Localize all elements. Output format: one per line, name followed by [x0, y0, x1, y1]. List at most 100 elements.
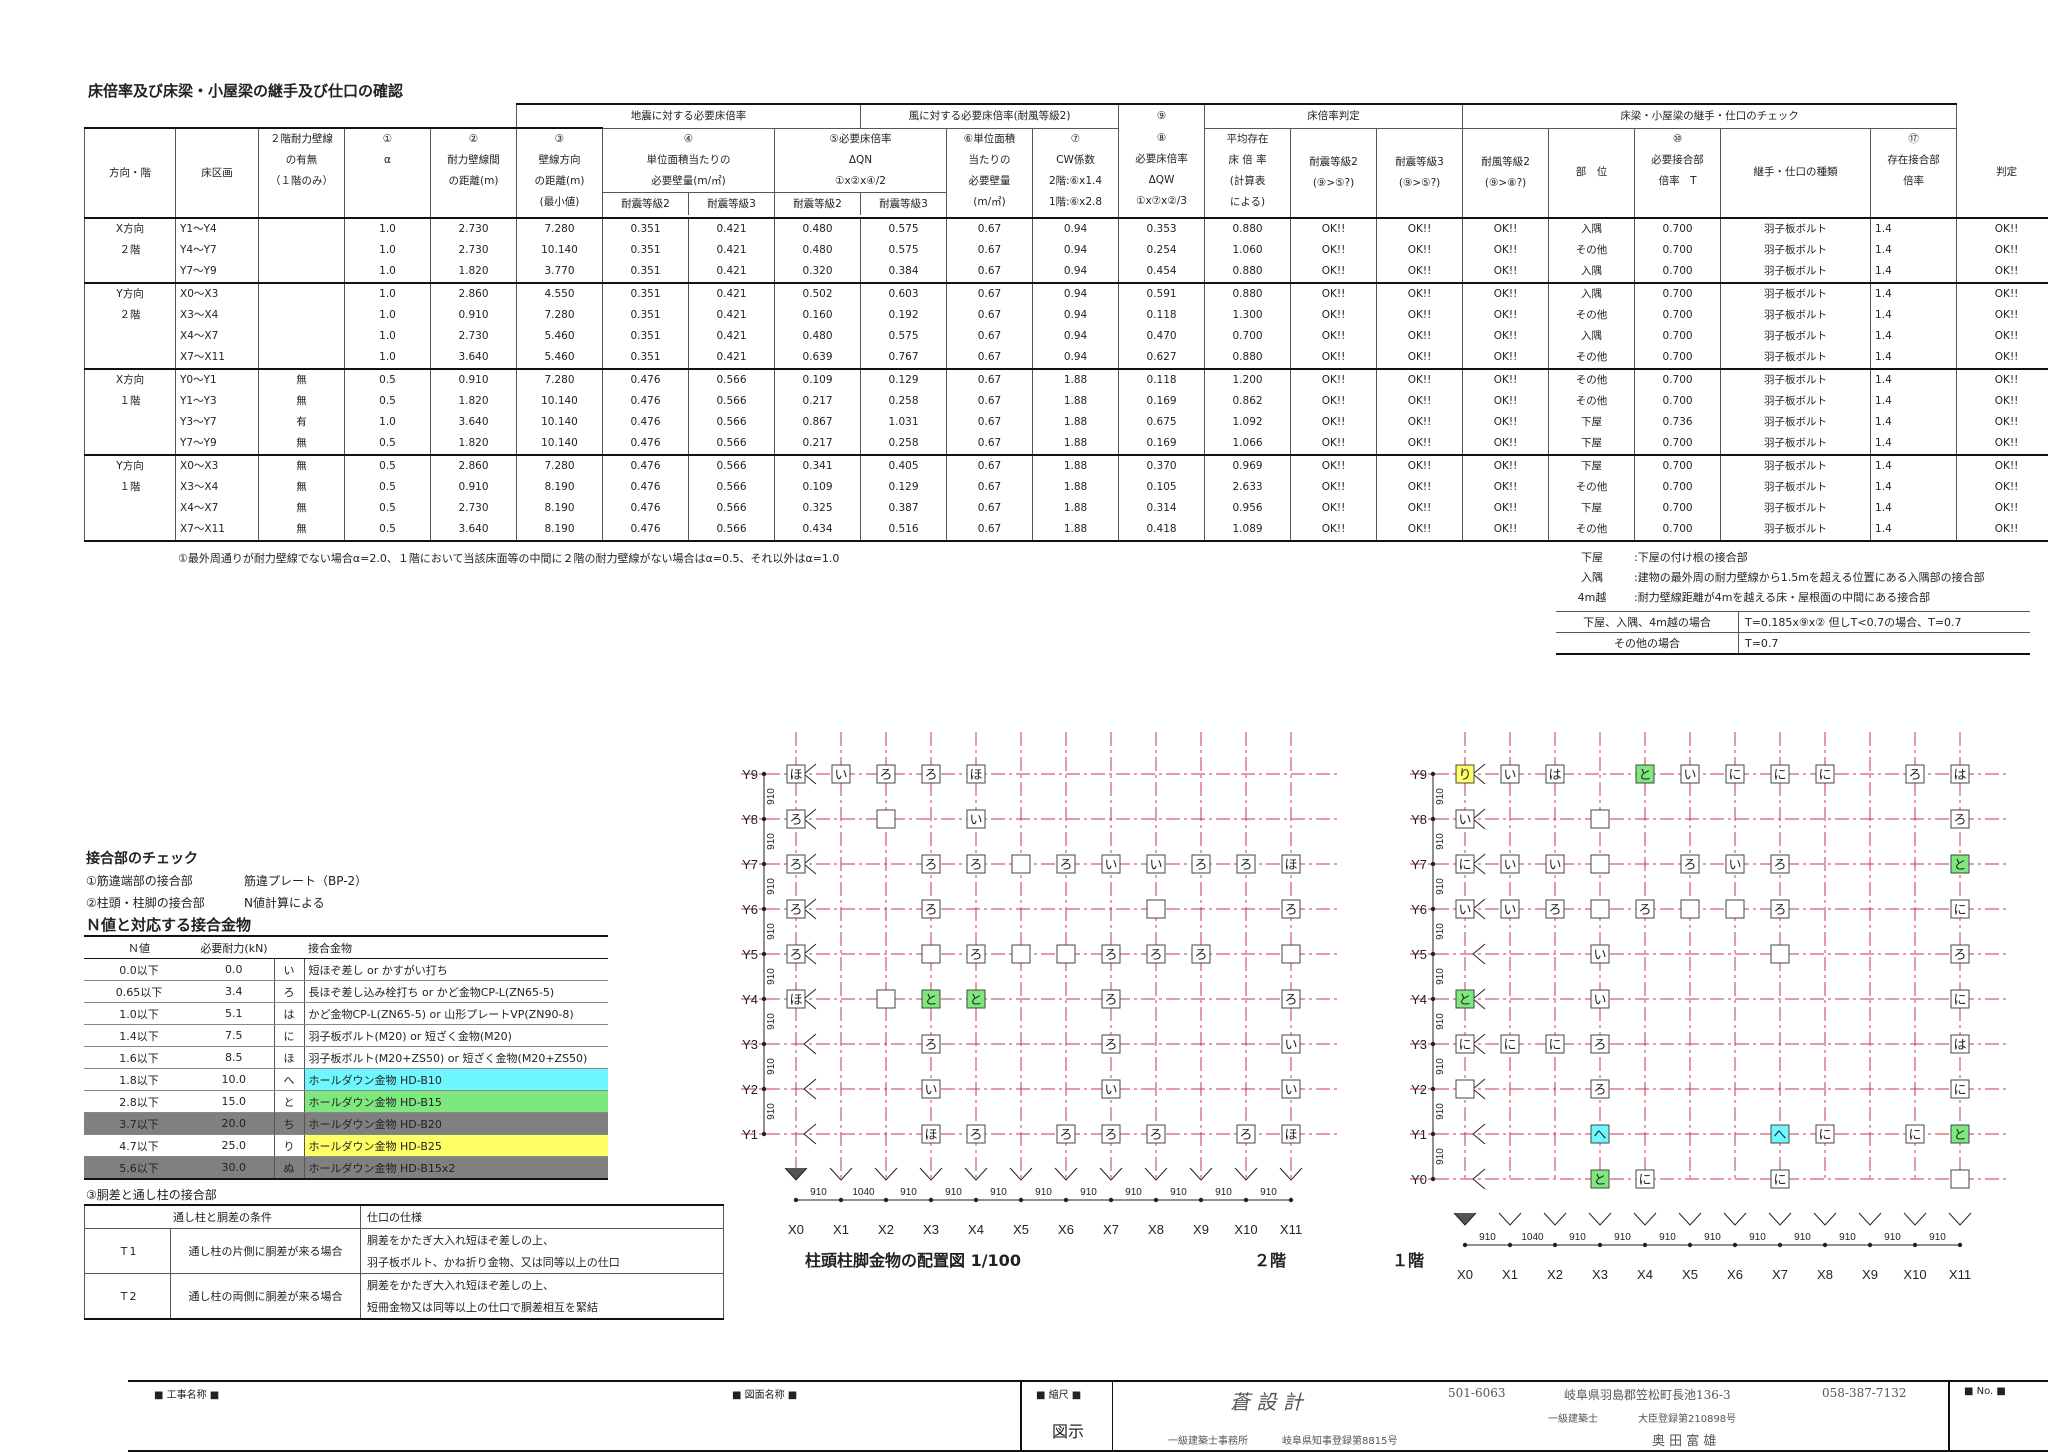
hardware-mark-label: い — [1149, 857, 1162, 872]
hardware-mark — [1591, 900, 1609, 918]
dim-dot — [1154, 1198, 1158, 1202]
dim-x: 910 — [1035, 1187, 1052, 1198]
hardware-mark-label: に — [1638, 1172, 1651, 1187]
hardware-mark-label: ろ — [1593, 1037, 1606, 1052]
hardware-mark-label: ろ — [924, 1037, 937, 1052]
hardware-mark-label: に — [1818, 1127, 1831, 1142]
dim-dot — [794, 1198, 798, 1202]
grid-label-y: Y2 — [742, 1082, 758, 1097]
grid-label-x: X7 — [1103, 1222, 1119, 1237]
hardware-mark-label: ろ — [1593, 1082, 1606, 1097]
dim-y: 910 — [1435, 1148, 1446, 1165]
hardware-mark — [1726, 900, 1744, 918]
grid-label-y: Y9 — [742, 767, 758, 782]
grid-label-x: X10 — [1234, 1222, 1257, 1237]
hardware-mark-label: ろ — [1104, 992, 1117, 1007]
grid-label-y: Y7 — [742, 857, 758, 872]
hardware-mark-label: い — [969, 812, 982, 827]
architect-name: 奥 田 富 雄 — [1652, 1430, 1716, 1449]
hardware-mark-label: に — [1818, 767, 1831, 782]
dim-x: 910 — [1125, 1187, 1142, 1198]
dim-y: 910 — [1435, 1103, 1446, 1120]
hardware-mark-label: ろ — [789, 812, 802, 827]
hardware-mark-label: い — [924, 1082, 937, 1097]
floor1-plan: Y9Y8Y7Y6Y5Y4Y3Y2Y1Y091091091091091091091… — [1410, 732, 2010, 1282]
hardware-mark-label: ろ — [1059, 1127, 1072, 1142]
hardware-mark — [877, 990, 895, 1008]
hardware-mark-label: は — [1953, 767, 1966, 782]
hardware-mark-label: い — [1503, 767, 1516, 782]
dim-dot — [1823, 1243, 1827, 1247]
hardware-mark-label: り — [1458, 767, 1471, 782]
dim-x: 910 — [1659, 1232, 1676, 1243]
hardware-mark-label: ほ — [924, 1127, 937, 1142]
bottom-wall-marker — [1904, 1213, 1926, 1225]
bottom-wall-marker — [1454, 1213, 1476, 1225]
dim-dot — [1643, 1243, 1647, 1247]
bottom-wall-marker — [1589, 1213, 1611, 1225]
hardware-mark-label: ろ — [1548, 902, 1561, 917]
dim-y: 910 — [766, 1103, 777, 1120]
drawing-name-label: ■ 図面名称 ■ — [732, 1386, 797, 1401]
dim-x: 910 — [1215, 1187, 1232, 1198]
hardware-mark-label: い — [1458, 812, 1471, 827]
bottom-wall-marker — [1769, 1213, 1791, 1225]
dim-dot — [884, 1198, 888, 1202]
grid-label-x: X5 — [1682, 1267, 1698, 1282]
hardware-mark-label: へ — [1773, 1127, 1786, 1142]
hardware-mark-label: ろ — [1773, 857, 1786, 872]
hardware-mark-label: い — [1593, 947, 1606, 962]
hardware-mark-label: ろ — [789, 857, 802, 872]
grid-label-x: X5 — [1013, 1222, 1029, 1237]
grid-label-x: X8 — [1817, 1267, 1833, 1282]
hardware-mark-label: ろ — [1194, 857, 1207, 872]
grid-label-x: X3 — [923, 1222, 939, 1237]
hardware-mark-label: い — [1104, 857, 1117, 872]
dim-dot — [974, 1198, 978, 1202]
hardware-mark-label: ほ — [1284, 857, 1297, 872]
bottom-wall-marker — [1949, 1213, 1971, 1225]
hardware-mark-label: に — [1908, 1127, 1921, 1142]
hardware-mark-label: ろ — [1908, 767, 1921, 782]
bottom-wall-marker — [1814, 1213, 1836, 1225]
hardware-mark-label: に — [1728, 767, 1741, 782]
hardware-mark-label: ろ — [1059, 857, 1072, 872]
project-name-label: ■ 工事名称 ■ — [154, 1386, 219, 1401]
hardware-mark-label: ろ — [1953, 812, 1966, 827]
grid-label-x: X7 — [1772, 1267, 1788, 1282]
grid-label-x: X4 — [968, 1222, 984, 1237]
grid-label-y: Y5 — [1411, 947, 1427, 962]
dim-x: 910 — [1704, 1232, 1721, 1243]
dim-x: 910 — [1260, 1187, 1277, 1198]
grid-label-y: Y0 — [1411, 1172, 1427, 1187]
grid-label-y: Y7 — [1411, 857, 1427, 872]
bottom-wall-marker — [1544, 1213, 1566, 1225]
hardware-mark — [1771, 945, 1789, 963]
dim-x: 910 — [1884, 1232, 1901, 1243]
dim-x: 910 — [1569, 1232, 1586, 1243]
dim-y: 910 — [1435, 788, 1446, 805]
hardware-mark-label: ろ — [789, 902, 802, 917]
hardware-mark-label: と — [1638, 767, 1651, 782]
dim-dot — [1289, 1198, 1293, 1202]
grid-label-x: X11 — [1949, 1267, 1971, 1282]
hardware-mark-label: い — [1548, 857, 1561, 872]
bottom-wall-marker — [1499, 1213, 1521, 1225]
hardware-mark-label: ろ — [1638, 902, 1651, 917]
grid-label-x: X8 — [1148, 1222, 1164, 1237]
hardware-mark-label: と — [924, 992, 937, 1007]
grid-label-y: Y3 — [742, 1037, 758, 1052]
grid-label-x: X4 — [1637, 1267, 1653, 1282]
hardware-mark — [1057, 945, 1075, 963]
hardware-mark-label: に — [1503, 1037, 1516, 1052]
hardware-mark-label: ほ — [969, 767, 982, 782]
grid-label-x: X6 — [1058, 1222, 1074, 1237]
dim-dot — [1109, 1198, 1113, 1202]
hardware-mark-label: に — [1953, 992, 1966, 1007]
dim-x: 910 — [1929, 1232, 1946, 1243]
grid-label-y: Y4 — [742, 992, 758, 1007]
hardware-mark-label: ろ — [1104, 947, 1117, 962]
dim-dot — [1019, 1198, 1023, 1202]
hardware-mark-label: に — [1953, 902, 1966, 917]
sheet-number-label: ■ No. ■ — [1964, 1386, 2006, 1397]
